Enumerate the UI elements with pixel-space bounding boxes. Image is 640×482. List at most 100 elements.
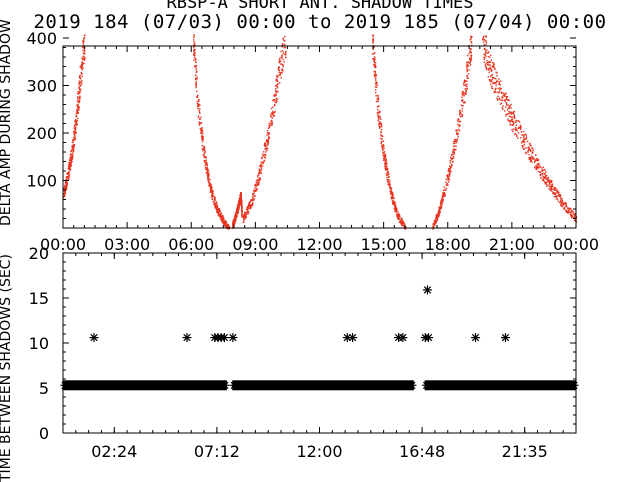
data-point <box>544 183 547 185</box>
data-point <box>276 76 278 78</box>
data-point <box>79 100 81 102</box>
data-point <box>453 151 456 153</box>
data-point <box>69 158 71 160</box>
data-point <box>448 165 451 167</box>
data-point <box>392 202 394 204</box>
data-point <box>485 40 487 42</box>
data-point <box>249 207 251 209</box>
data-point <box>525 147 527 149</box>
data-point <box>78 101 80 104</box>
data-point <box>518 121 521 123</box>
data-point <box>228 225 230 228</box>
data-point <box>553 196 556 198</box>
data-point <box>397 211 399 213</box>
data-point <box>452 151 454 153</box>
data-point <box>432 226 435 228</box>
data-point <box>280 77 282 79</box>
data-point <box>257 176 259 178</box>
data-point <box>70 160 73 163</box>
data-point <box>538 166 540 168</box>
data-point <box>545 181 548 184</box>
data-point <box>241 212 243 214</box>
data-point <box>255 184 258 186</box>
data-point <box>68 161 70 164</box>
data-point <box>284 40 286 42</box>
data-point <box>236 208 238 210</box>
data-point <box>249 205 251 207</box>
data-point <box>226 228 229 230</box>
data-point <box>261 157 263 159</box>
data-point <box>374 56 376 58</box>
data-point <box>511 118 514 121</box>
data-point <box>282 70 284 72</box>
data-point <box>375 95 377 97</box>
data-point <box>270 124 273 126</box>
data-point <box>438 210 440 212</box>
data-point <box>193 50 195 53</box>
data-point <box>485 35 487 37</box>
data-point <box>374 86 376 88</box>
data-point <box>193 39 195 41</box>
data-point <box>459 111 461 114</box>
data-point <box>244 212 246 214</box>
data-point <box>439 211 441 213</box>
data-point <box>376 98 378 100</box>
data-point <box>78 106 80 108</box>
data-point <box>459 109 461 112</box>
data-point <box>464 102 466 104</box>
data-point <box>496 72 498 74</box>
data-point <box>451 163 453 166</box>
data-point <box>81 82 83 84</box>
data-point <box>212 201 214 203</box>
data-point <box>393 208 396 210</box>
data-point <box>468 52 470 55</box>
data-point <box>566 210 568 213</box>
data-point <box>447 170 450 172</box>
data-point <box>447 176 450 179</box>
data-point <box>276 87 279 89</box>
data-point <box>75 123 77 125</box>
data-point <box>514 129 517 132</box>
data-point <box>200 132 202 135</box>
data-point <box>511 116 513 119</box>
data-point <box>203 160 206 162</box>
data-point <box>265 154 267 157</box>
data-point <box>193 48 196 51</box>
data-point <box>205 161 208 164</box>
data-point <box>444 193 446 196</box>
data-point <box>544 173 546 175</box>
data-point <box>258 170 260 172</box>
data-point <box>373 64 376 66</box>
data-point <box>376 106 379 108</box>
data-point <box>239 197 241 199</box>
baseline-band <box>63 380 227 391</box>
data-point <box>269 125 271 127</box>
data-point <box>572 212 575 214</box>
data-point <box>505 106 507 108</box>
data-point <box>69 161 71 164</box>
data-point <box>79 98 81 100</box>
data-point <box>262 161 265 164</box>
asterisk-point <box>398 333 408 343</box>
data-point <box>384 161 387 163</box>
data-point <box>247 204 250 207</box>
data-point <box>275 92 277 94</box>
data-point <box>225 226 227 228</box>
data-point <box>277 90 279 93</box>
data-point <box>282 63 284 66</box>
top-xtick-label: 18:00 <box>425 235 471 254</box>
data-point <box>64 182 67 184</box>
asterisk-stroke <box>229 333 237 342</box>
data-point <box>512 112 514 114</box>
data-point <box>463 84 465 86</box>
data-point <box>490 59 493 61</box>
data-point <box>493 63 495 66</box>
data-point <box>376 81 378 84</box>
data-point <box>574 220 577 222</box>
data-point <box>386 179 388 181</box>
data-point <box>233 222 235 225</box>
data-point <box>536 166 538 168</box>
data-point <box>531 152 533 154</box>
data-point <box>210 185 213 188</box>
data-point <box>207 176 209 178</box>
